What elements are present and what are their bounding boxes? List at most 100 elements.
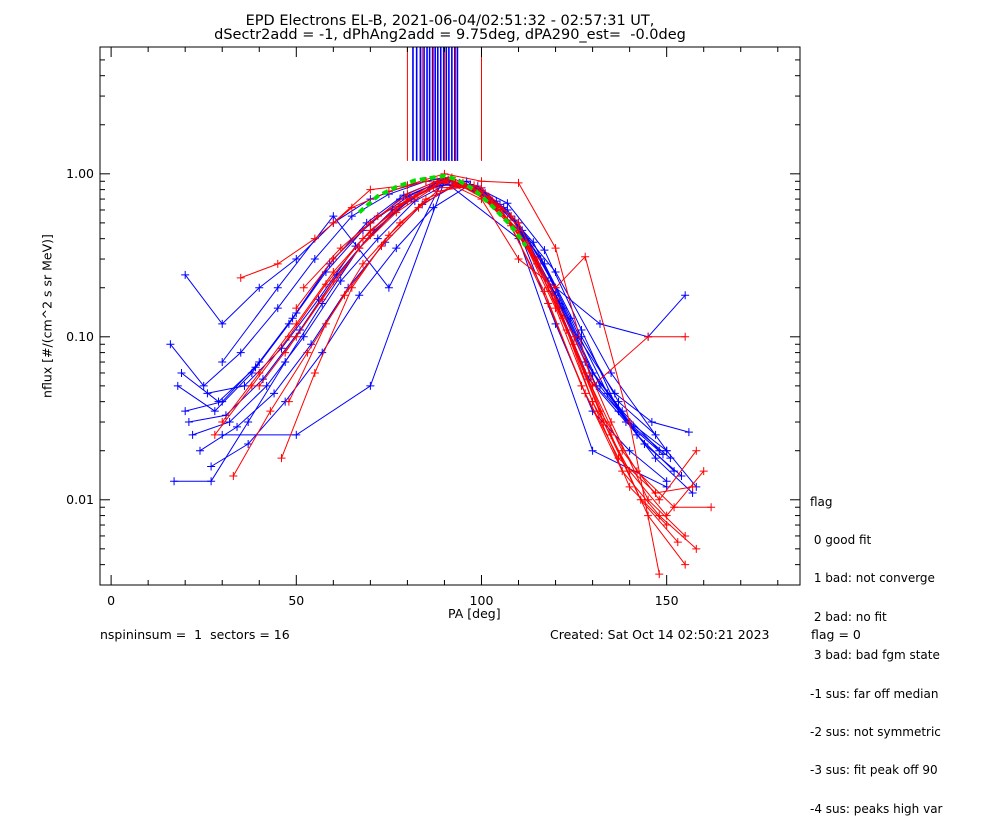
data-point-marker <box>384 283 393 292</box>
data-point-marker <box>218 319 227 328</box>
x-tick-label: 100 <box>470 593 494 608</box>
data-point-marker <box>273 283 282 292</box>
x-tick-label: 50 <box>288 593 304 608</box>
data-point-marker <box>625 446 634 455</box>
data-point-marker <box>688 482 697 491</box>
data-point-marker <box>273 259 282 268</box>
y-tick-label: 0.01 <box>66 492 94 507</box>
axes: 0 50 100 150 0.01 0.10 1.00 <box>66 46 800 608</box>
series-line <box>232 182 679 543</box>
y-tick-label: 0.10 <box>66 329 94 344</box>
data-point-marker <box>366 185 375 194</box>
data-point-marker <box>221 411 230 420</box>
data-point-marker <box>588 381 597 390</box>
data-point-marker <box>507 212 516 221</box>
data-point-marker <box>662 511 671 520</box>
data-point-marker <box>251 363 260 372</box>
data-point-marker <box>514 218 523 227</box>
data-point-marker <box>396 218 404 227</box>
data-point-marker <box>329 212 338 221</box>
data-point-marker <box>288 314 297 323</box>
data-point-marker <box>681 291 690 300</box>
footer-flag: flag = 0 <box>811 627 861 642</box>
data-point-marker <box>429 183 438 192</box>
data-point-marker <box>610 389 619 398</box>
data-point-marker <box>625 482 634 491</box>
data-point-marker <box>244 418 253 427</box>
data-point-marker <box>658 450 667 459</box>
footer-spin-info: nspininsum = 1 sectors = 16 <box>100 627 290 642</box>
data-point-marker <box>644 332 653 341</box>
series-line <box>214 180 697 550</box>
data-point-marker <box>336 276 345 285</box>
data-point-marker <box>299 283 308 292</box>
data-point-marker <box>170 477 179 486</box>
data-point-marker <box>433 177 442 186</box>
data-point-marker <box>662 446 671 455</box>
series-line <box>295 176 668 526</box>
data-point-marker <box>262 381 271 390</box>
data-point-marker <box>484 193 493 202</box>
data-point-marker <box>699 467 708 476</box>
data-point-marker <box>310 368 319 377</box>
data-point-marker <box>173 381 182 390</box>
data-point-marker <box>681 332 690 341</box>
data-point-marker <box>588 446 597 455</box>
data-point-marker <box>558 314 567 323</box>
legend-item: -1 sus: far off median <box>810 686 939 701</box>
data-point-marker <box>577 326 586 335</box>
data-point-marker <box>292 430 301 439</box>
data-point-marker <box>614 454 623 463</box>
data-point-marker <box>433 187 442 196</box>
series-line <box>332 173 686 387</box>
data-point-marker <box>181 270 190 279</box>
data-point-marker <box>199 381 208 390</box>
series-line <box>284 186 693 494</box>
data-point-marker <box>451 178 460 187</box>
legend-item: 3 bad: bad fgm state <box>810 648 940 663</box>
data-point-marker <box>207 462 216 471</box>
data-point-marker <box>681 560 690 569</box>
data-point-marker <box>392 244 401 253</box>
data-point-marker <box>229 471 238 480</box>
data-point-marker <box>292 304 301 313</box>
legend-item: 2 bad: no fit <box>810 609 887 624</box>
plot-frame <box>99 46 801 586</box>
data-point-marker <box>351 242 360 251</box>
data-point-marker <box>633 467 642 476</box>
data-point-marker <box>647 418 656 427</box>
legend-title: flag <box>810 494 833 509</box>
data-point-marker <box>184 418 193 427</box>
series-line <box>288 184 697 501</box>
data-point-marker <box>373 212 382 221</box>
data-point-marker <box>210 430 219 439</box>
series-line <box>258 180 660 575</box>
data-point-marker <box>429 203 438 212</box>
data-point-marker <box>670 467 679 476</box>
data-point-marker <box>233 422 242 431</box>
data-point-marker <box>281 348 290 357</box>
series-line <box>210 183 693 494</box>
y-tick-label: 1.00 <box>66 166 94 181</box>
data-point-marker <box>477 177 486 186</box>
data-point-marker <box>196 446 204 455</box>
data-point-marker <box>177 368 186 377</box>
data-point-marker <box>666 454 675 463</box>
data-point-marker <box>236 348 245 357</box>
data-point-marker <box>277 454 286 463</box>
data-point-marker <box>607 368 616 377</box>
data-point-marker <box>625 418 634 427</box>
data-point-marker <box>355 291 364 300</box>
data-point-marker <box>310 255 319 264</box>
data-point-marker <box>336 244 345 253</box>
legend-item: -3 sus: fit peak off 90 <box>810 763 938 778</box>
data-point-marker <box>225 418 234 427</box>
series-line <box>184 176 668 482</box>
data-point-marker <box>240 381 249 390</box>
legend-item: -2 sus: not symmetric <box>810 724 941 739</box>
data-point-marker <box>421 177 430 186</box>
legend-item: -4 sus: peaks high var <box>810 801 943 816</box>
fit-curve-group <box>357 173 528 248</box>
data-point-marker <box>247 381 256 390</box>
x-tick-label: 150 <box>655 593 679 608</box>
